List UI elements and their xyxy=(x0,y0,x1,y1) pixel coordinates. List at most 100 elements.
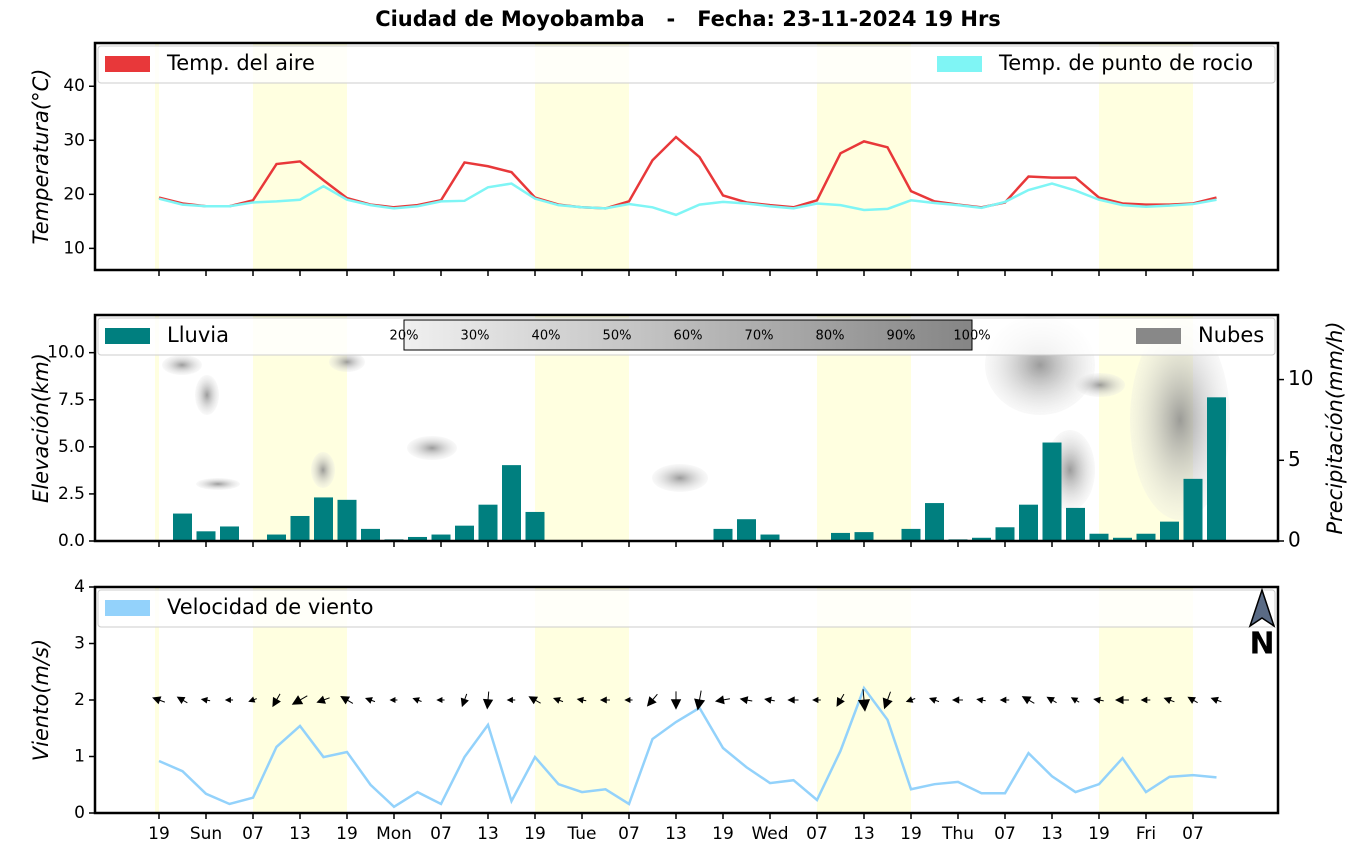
wind-arrow xyxy=(624,696,633,704)
rain-bar xyxy=(831,532,850,541)
axes-frame xyxy=(93,313,1280,543)
wind-arrow xyxy=(248,696,257,703)
wind-arrow xyxy=(787,696,799,704)
wind-arrow xyxy=(389,697,398,703)
daylight-band xyxy=(155,43,159,270)
legend-swatch xyxy=(105,600,150,616)
x-tick-label: 07 xyxy=(242,824,264,844)
chart-title: Ciudad de Moyobamba - Fecha: 23-11-2024 … xyxy=(375,7,1001,31)
y2-axis-label: Precipitación(mm/h) xyxy=(1323,321,1347,534)
wind-arrow xyxy=(999,696,1010,704)
colorbar-label: 80% xyxy=(816,329,845,344)
cloud xyxy=(1075,373,1125,397)
x-tick-label: 13 xyxy=(665,824,687,844)
y-tick-label: 1 xyxy=(74,747,85,767)
rain-bar xyxy=(196,531,216,541)
wind-arrow xyxy=(291,695,308,705)
rain-bar xyxy=(1019,504,1038,541)
wind-arrow xyxy=(882,691,893,710)
legend-label: Temp. del aire xyxy=(166,51,315,75)
colorbar-label: 70% xyxy=(745,329,774,344)
legend-swatch xyxy=(105,56,150,72)
legend-box xyxy=(97,589,1276,628)
x-tick-label: 13 xyxy=(1041,824,1063,844)
wind-arrow xyxy=(528,696,541,705)
x-tick-label: Mon xyxy=(376,824,412,844)
rain-bar xyxy=(267,534,286,541)
y-tick-label: 5.0 xyxy=(58,437,85,457)
wind-arrow xyxy=(460,693,469,708)
y-tick-label: 40 xyxy=(63,76,85,96)
wind-arrow xyxy=(482,691,494,710)
wind-arrow xyxy=(670,691,682,710)
wind-arrow xyxy=(1070,697,1080,704)
wind-arrow xyxy=(506,696,516,704)
legend-label: Lluvia xyxy=(167,323,229,347)
wind-arrow xyxy=(764,696,775,704)
cloud xyxy=(162,355,202,375)
x-tick-label: 13 xyxy=(289,824,311,844)
rain-bar xyxy=(314,497,333,541)
y-tick-label: 3 xyxy=(74,634,85,654)
wind-arrow xyxy=(224,696,234,704)
wind-arrow xyxy=(646,693,658,707)
rain-bar xyxy=(901,528,921,541)
cloud xyxy=(311,452,335,488)
north-label: N xyxy=(1249,627,1274,662)
wind-arrow xyxy=(739,696,753,705)
x-tick-label: 13 xyxy=(477,824,499,844)
wind-arrow xyxy=(1093,696,1104,704)
wind-arrow xyxy=(152,696,166,705)
x-tick-label: 07 xyxy=(430,824,452,844)
y-tick-label: 0 xyxy=(74,803,85,823)
x-tick-label: 19 xyxy=(900,824,922,844)
cloud xyxy=(652,464,708,492)
colorbar-label: 20% xyxy=(390,329,419,344)
series-line xyxy=(158,685,1217,809)
wind-arrow xyxy=(1021,696,1035,705)
rain-bar xyxy=(1160,521,1179,541)
rain-bar xyxy=(1066,507,1085,541)
rain-bar xyxy=(478,504,498,541)
y-tick-label: 0.0 xyxy=(58,531,85,551)
wind-arrow xyxy=(1210,696,1222,704)
wind-arrow xyxy=(857,689,871,712)
rain-bar xyxy=(290,515,310,541)
wind-arrow xyxy=(200,696,211,704)
rain-bar xyxy=(455,525,474,541)
wind-arrow xyxy=(599,696,610,704)
x-tick-label: 19 xyxy=(148,824,170,844)
wind-arrow xyxy=(1163,696,1175,704)
x-tick-label: Thu xyxy=(941,824,974,844)
wind-arrow xyxy=(364,697,376,704)
colorbar-label: 40% xyxy=(532,329,561,344)
y2-tick-label: 5 xyxy=(1288,447,1301,471)
y-tick-label: 2.5 xyxy=(58,484,85,504)
y-tick-label: 10.0 xyxy=(47,343,85,363)
wind-arrow xyxy=(316,695,330,704)
wind-arrow xyxy=(272,693,281,708)
series-line xyxy=(158,135,1217,210)
y-axis-label: Viento(m/s) xyxy=(29,639,53,761)
series-line xyxy=(158,182,1217,217)
legend-swatch xyxy=(1136,328,1181,344)
north-arrow xyxy=(1248,587,1276,628)
wind-arrow xyxy=(714,695,731,705)
cloud xyxy=(1130,320,1230,520)
y-tick-label: 2 xyxy=(74,690,85,710)
axes-frame xyxy=(93,585,1280,815)
wind-arrow xyxy=(836,693,845,707)
wind-arrow xyxy=(905,696,916,703)
rain-bar xyxy=(995,527,1015,541)
cloud xyxy=(195,375,219,415)
x-tick-label: Sun xyxy=(190,824,222,844)
wind-arrow xyxy=(812,696,821,704)
legend-label: Velocidad de viento xyxy=(167,595,373,619)
y-axis-label: Elevación(km) xyxy=(29,353,53,503)
rain-bar xyxy=(1089,533,1109,541)
legend-label: Nubes xyxy=(1198,323,1264,347)
rain-bar xyxy=(1136,533,1156,541)
y-tick-label: 30 xyxy=(63,130,85,150)
colorbar xyxy=(403,319,973,351)
